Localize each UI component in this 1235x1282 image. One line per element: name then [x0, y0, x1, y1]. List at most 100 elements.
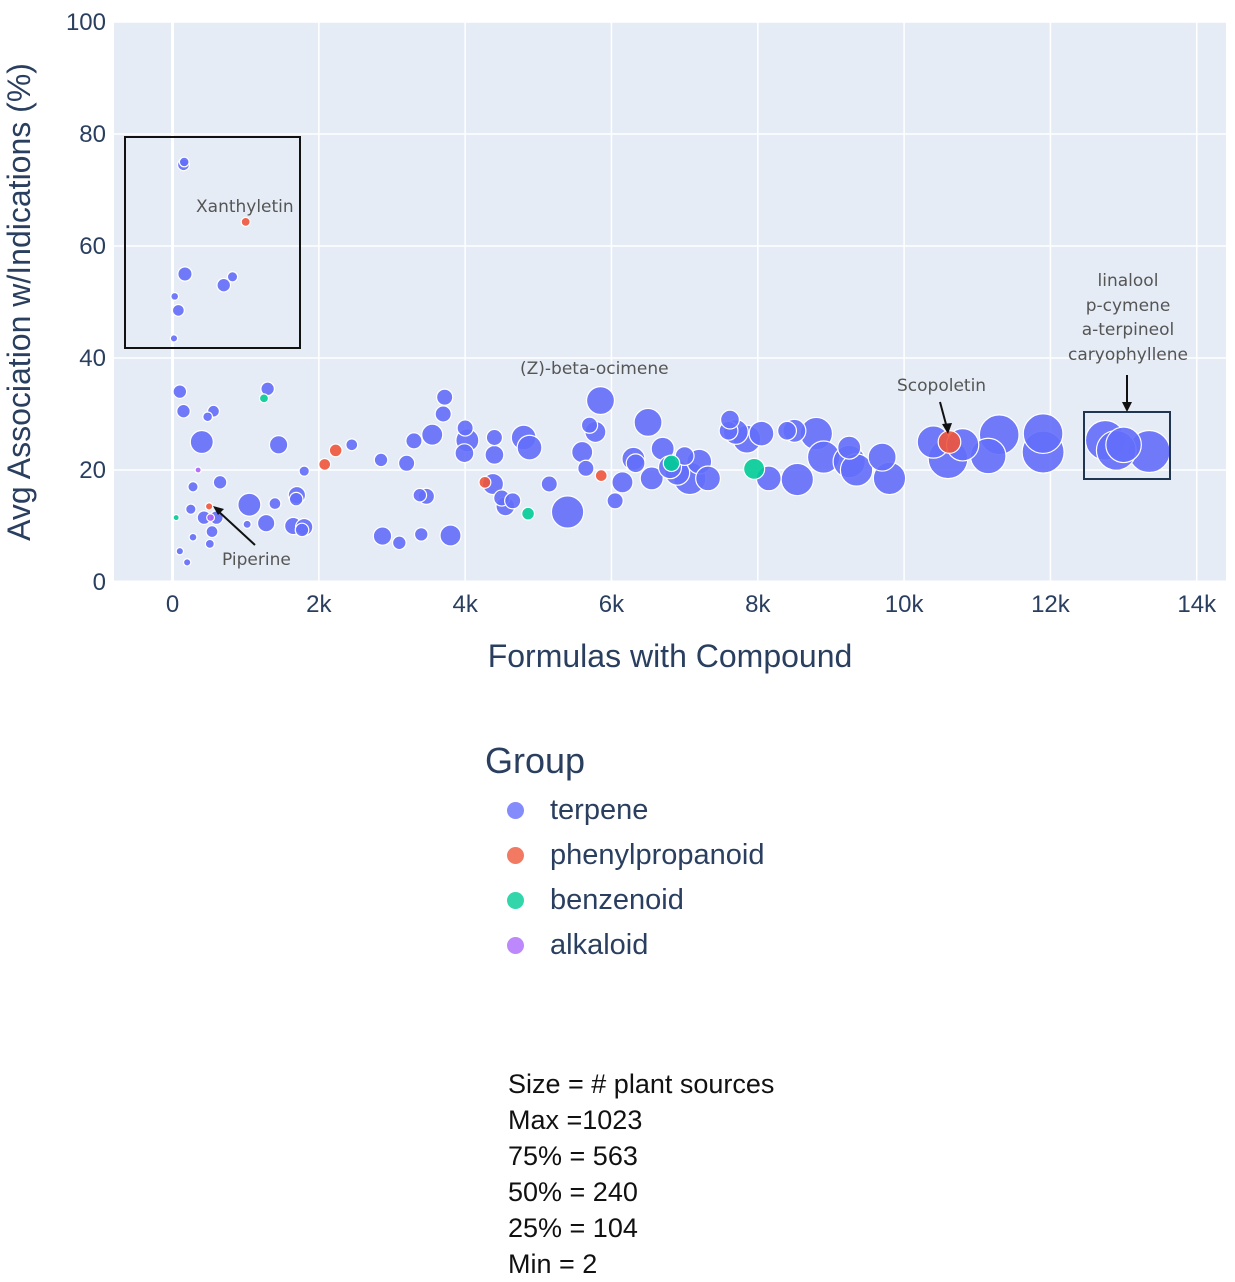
- bubble-benzenoid[interactable]: [662, 454, 681, 473]
- bubble-chart: 0 2k 4k 6k 8k 10k 12k 14k 0 20 40 60 80 100 Xanthylet…: [1, 9, 1226, 674]
- bubble-terpene[interactable]: [780, 462, 815, 497]
- x-axis-title: Formulas with Compound: [488, 638, 853, 674]
- bubble-terpene[interactable]: [268, 435, 289, 455]
- bubble-terpene[interactable]: [1105, 426, 1142, 464]
- x-tick-label: 2k: [306, 591, 332, 618]
- bubble-terpene[interactable]: [748, 420, 775, 447]
- bubble-terpene[interactable]: [606, 492, 624, 510]
- bubble-benzenoid[interactable]: [258, 393, 270, 404]
- plot-area: [114, 22, 1226, 582]
- bubble-terpene[interactable]: [405, 432, 423, 450]
- bubble-terpene[interactable]: [178, 156, 190, 168]
- bubble-terpene[interactable]: [176, 403, 191, 419]
- bubble-terpene[interactable]: [639, 466, 664, 491]
- bubble-terpene[interactable]: [268, 497, 282, 511]
- legend-label-terpene: terpene: [550, 794, 649, 826]
- bubble-terpene[interactable]: [216, 277, 232, 293]
- bubble-terpene[interactable]: [237, 492, 262, 517]
- bubble-terpene[interactable]: [226, 271, 239, 283]
- bubble-terpene[interactable]: [202, 411, 214, 423]
- bubble-terpene[interactable]: [454, 443, 475, 464]
- bubble-terpene[interactable]: [373, 452, 389, 468]
- bubble-terpene[interactable]: [439, 524, 462, 547]
- bubble-terpene[interactable]: [294, 522, 310, 538]
- arrow-piperine: [216, 509, 256, 546]
- bubble-phenylpropanoid[interactable]: [937, 430, 962, 454]
- bubble-terpene[interactable]: [837, 435, 862, 460]
- bubble-terpene[interactable]: [550, 495, 585, 529]
- bubble-terpene[interactable]: [172, 384, 188, 399]
- bubble-terpene[interactable]: [611, 471, 634, 494]
- bubble-terpene[interactable]: [456, 419, 474, 437]
- bubble-alkaloid[interactable]: [194, 466, 202, 474]
- bubble-terpene[interactable]: [175, 546, 185, 556]
- bubble-terpene[interactable]: [580, 416, 599, 434]
- bubble-terpene[interactable]: [204, 538, 215, 549]
- bubble-terpene[interactable]: [413, 527, 429, 542]
- highlight-box-upper-left: [124, 136, 301, 349]
- bubble-terpene[interactable]: [171, 303, 185, 317]
- bubble-terpene[interactable]: [212, 474, 228, 490]
- bubble-terpene[interactable]: [540, 475, 558, 493]
- bubble-terpene[interactable]: [867, 442, 897, 472]
- bubble-terpene[interactable]: [185, 503, 197, 515]
- y-tick-label: 100: [66, 9, 106, 36]
- bubble-terpene[interactable]: [187, 481, 199, 493]
- y-tick-label: 0: [93, 569, 106, 596]
- bubble-terpene[interactable]: [484, 444, 505, 465]
- x-tick-label: 12k: [1031, 591, 1071, 618]
- bubble-terpene[interactable]: [435, 388, 454, 406]
- bubble-benzenoid[interactable]: [172, 513, 180, 522]
- legend-item-terpene[interactable]: terpene: [485, 788, 764, 833]
- bubble-terpene[interactable]: [182, 558, 192, 567]
- data-points: [169, 156, 1171, 567]
- bubble-benzenoid[interactable]: [521, 506, 536, 521]
- bubble-terpene[interactable]: [391, 535, 407, 551]
- annotation-scopoletin: Scopoletin: [897, 376, 986, 396]
- bubble-terpene[interactable]: [571, 440, 594, 464]
- bubble-phenylpropanoid[interactable]: [478, 475, 492, 489]
- bubble-terpene[interactable]: [189, 429, 214, 455]
- legend-item-phenylpropanoid[interactable]: phenylpropanoid: [485, 833, 764, 878]
- bubble-terpene[interactable]: [188, 532, 198, 542]
- y-axis-title: Avg Association w/Indications (%): [1, 63, 37, 541]
- x-tick-label: 4k: [452, 591, 478, 618]
- bubble-alkaloid[interactable]: [206, 513, 216, 523]
- bubble-terpene[interactable]: [177, 266, 193, 282]
- bubble-terpene[interactable]: [242, 519, 252, 529]
- legend: Group terpene phenylpropanoid benzenoid …: [485, 740, 764, 968]
- legend-marker-alkaloid: [507, 937, 524, 954]
- bubble-terpene[interactable]: [345, 438, 359, 452]
- bubble-terpene[interactable]: [577, 459, 595, 477]
- bubble-terpene[interactable]: [504, 492, 522, 510]
- legend-item-benzenoid[interactable]: benzenoid: [485, 878, 764, 923]
- bubble-terpene[interactable]: [585, 386, 616, 416]
- annotation-xanthyletin: Xanthyletin: [196, 197, 294, 217]
- bubble-terpene[interactable]: [169, 334, 179, 343]
- bubble-terpene[interactable]: [421, 423, 444, 446]
- bubble-terpene[interactable]: [397, 454, 416, 472]
- bubble-terpene[interactable]: [372, 526, 393, 546]
- bubble-terpene[interactable]: [298, 465, 310, 477]
- bubble-terpene[interactable]: [288, 491, 304, 507]
- bubble-terpene[interactable]: [485, 428, 504, 447]
- bubble-terpene[interactable]: [170, 291, 180, 301]
- bubble-terpene[interactable]: [516, 434, 543, 461]
- bubble-phenylpropanoid[interactable]: [240, 216, 251, 227]
- bubble-terpene[interactable]: [205, 525, 219, 539]
- bubble-phenylpropanoid[interactable]: [318, 457, 332, 471]
- bubble-phenylpropanoid[interactable]: [204, 502, 214, 511]
- bubble-phenylpropanoid[interactable]: [594, 469, 608, 483]
- legend-item-alkaloid[interactable]: alkaloid: [485, 923, 764, 968]
- bubble-benzenoid[interactable]: [743, 457, 766, 480]
- bubble-terpene[interactable]: [695, 465, 722, 492]
- bubble-phenylpropanoid[interactable]: [328, 443, 343, 458]
- bubble-terpene[interactable]: [434, 405, 452, 423]
- bubble-terpene[interactable]: [777, 420, 798, 441]
- bubble-terpene[interactable]: [633, 407, 663, 437]
- bubble-terpene[interactable]: [1022, 413, 1064, 455]
- bubble-terpene[interactable]: [625, 453, 646, 474]
- bubble-terpene[interactable]: [412, 487, 428, 503]
- bubble-terpene[interactable]: [256, 513, 276, 533]
- bubble-terpene[interactable]: [719, 409, 740, 430]
